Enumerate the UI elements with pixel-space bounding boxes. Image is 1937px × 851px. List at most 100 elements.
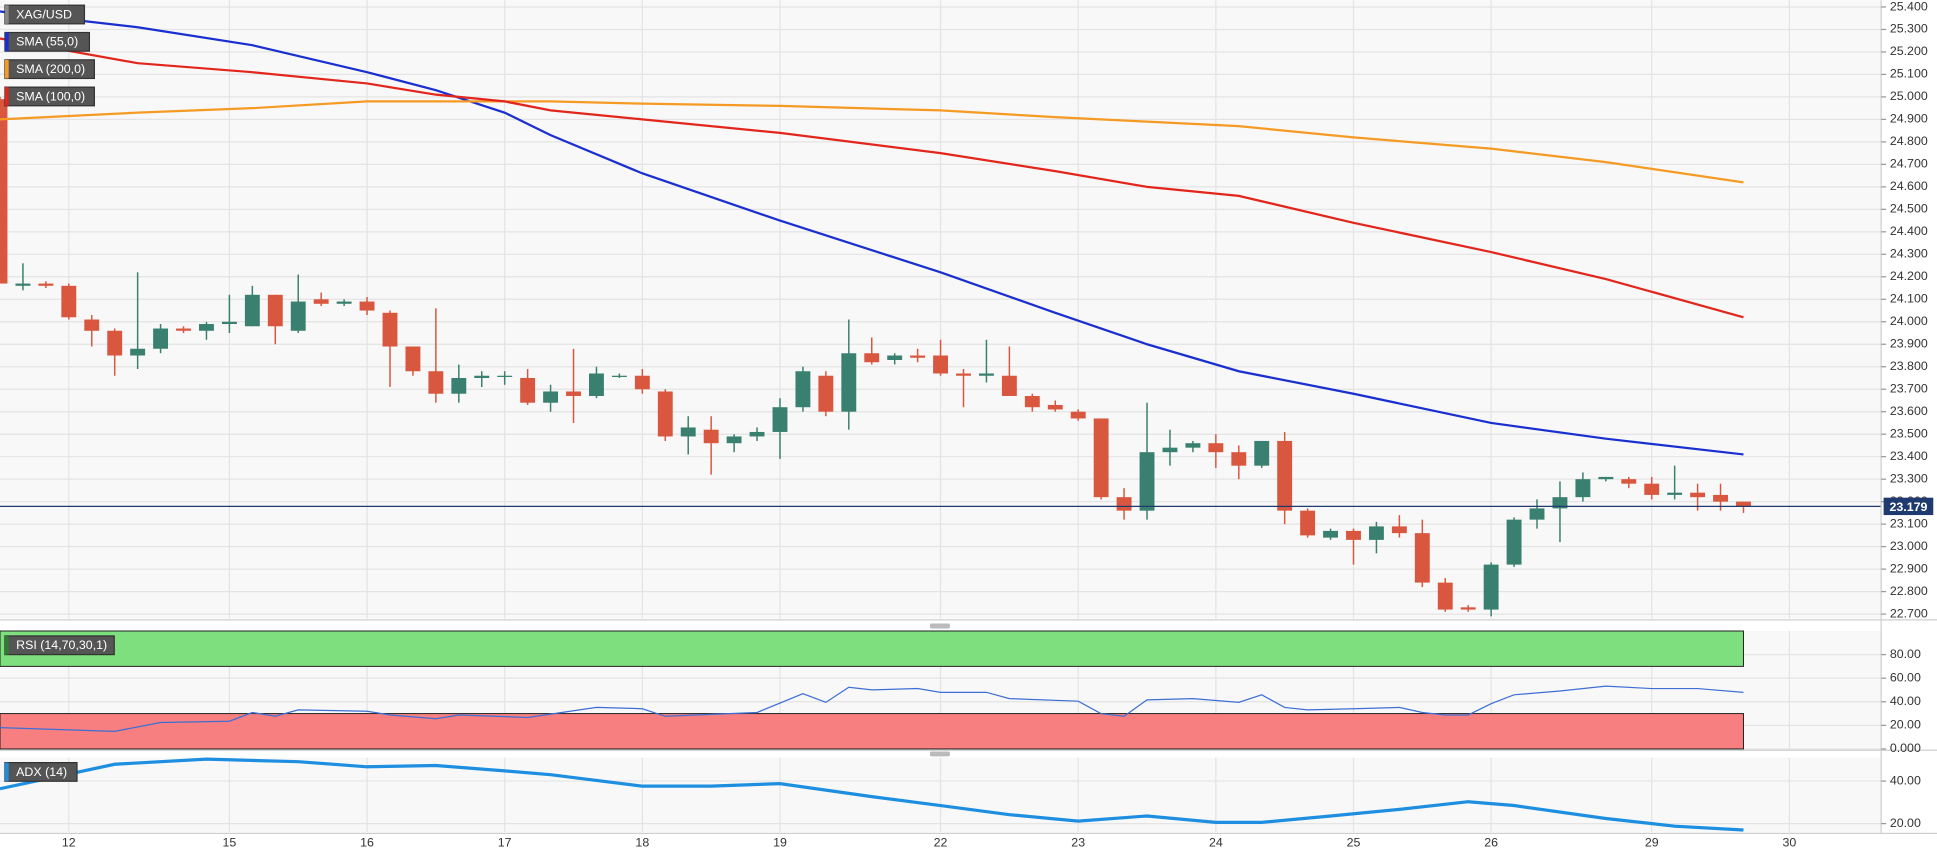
y-tick-label: 24.300 bbox=[1890, 247, 1928, 261]
indicator-line bbox=[0, 685, 1744, 733]
candle-body bbox=[887, 355, 903, 360]
y-tick-label: 0.000 bbox=[1890, 741, 1921, 755]
y-tick-label: 40.00 bbox=[1890, 694, 1921, 708]
candle-body bbox=[1644, 483, 1660, 495]
candle-body bbox=[589, 373, 604, 396]
x-tick-label: 23 bbox=[1071, 836, 1085, 850]
candle-body bbox=[543, 391, 559, 403]
candle-body bbox=[1414, 533, 1430, 583]
candle-body bbox=[1460, 607, 1476, 610]
candle-body bbox=[474, 375, 490, 378]
y-tick-label: 25.000 bbox=[1890, 89, 1928, 103]
y-tick-label: 25.400 bbox=[1890, 0, 1928, 13]
candle-body bbox=[1368, 526, 1384, 540]
last-price-box bbox=[1883, 497, 1934, 516]
y-tick-label: 23.600 bbox=[1890, 404, 1928, 418]
candle-body bbox=[841, 353, 857, 412]
candle-body bbox=[1047, 404, 1063, 410]
legend-swatch bbox=[4, 5, 9, 24]
legend-swatch bbox=[4, 87, 9, 106]
candle-body bbox=[1575, 479, 1591, 498]
y-tick-label: 24.700 bbox=[1890, 157, 1928, 171]
candle-body bbox=[38, 283, 54, 286]
candle-body bbox=[1690, 492, 1706, 498]
y-tick-label: 60.00 bbox=[1890, 670, 1921, 684]
candle-body bbox=[199, 324, 214, 331]
resize-handle[interactable] bbox=[930, 751, 950, 757]
x-tick-label: 15 bbox=[222, 836, 236, 850]
y-tick-label: 24.200 bbox=[1890, 269, 1928, 283]
candle-body bbox=[1162, 447, 1178, 453]
candle-body bbox=[497, 375, 513, 377]
candle-body bbox=[1116, 497, 1132, 511]
y-tick-label: 22.900 bbox=[1890, 561, 1928, 575]
legend-swatch bbox=[4, 762, 9, 782]
y-tick-label: 24.500 bbox=[1890, 202, 1928, 216]
candle-body bbox=[749, 431, 765, 437]
candle-body bbox=[1391, 526, 1407, 534]
candle-body bbox=[1346, 530, 1361, 540]
indicator-line bbox=[0, 757, 1744, 832]
candle-body bbox=[634, 375, 650, 390]
candle-body bbox=[84, 319, 100, 331]
candle-body bbox=[451, 377, 467, 394]
sma-line bbox=[0, 10, 1744, 456]
y-tick-label: 23.800 bbox=[1890, 359, 1928, 373]
candle-body bbox=[1552, 497, 1568, 509]
candle-body bbox=[290, 301, 306, 331]
candle-body bbox=[978, 373, 994, 376]
legend-label: ADX (14) bbox=[16, 765, 67, 779]
y-tick-label: 25.100 bbox=[1890, 67, 1928, 81]
rsi-band bbox=[0, 630, 1744, 667]
candle-body bbox=[107, 330, 123, 356]
x-tick-label: 18 bbox=[635, 836, 649, 850]
candle-body bbox=[359, 301, 375, 311]
candle-body bbox=[221, 321, 237, 325]
candle-body bbox=[0, 99, 8, 284]
legend-label: SMA (100,0) bbox=[16, 89, 85, 103]
candle-body bbox=[176, 328, 191, 331]
candle-body bbox=[1254, 440, 1270, 466]
candle-body bbox=[703, 429, 719, 444]
candle-body bbox=[1713, 494, 1728, 502]
candle-body bbox=[956, 373, 971, 376]
candle-body bbox=[1621, 479, 1637, 484]
candle-body bbox=[1277, 440, 1293, 511]
x-tick-label: 12 bbox=[62, 836, 76, 850]
candle-body bbox=[1024, 395, 1040, 408]
candle-body bbox=[1736, 501, 1751, 507]
x-tick-label: 19 bbox=[773, 836, 787, 850]
x-tick-label: 24 bbox=[1209, 836, 1223, 850]
x-tick-label: 29 bbox=[1645, 836, 1659, 850]
candle-body bbox=[15, 283, 31, 286]
y-tick-label: 23.100 bbox=[1890, 516, 1928, 530]
y-tick-label: 20.00 bbox=[1890, 718, 1921, 732]
legend-label: XAG/USD bbox=[16, 7, 72, 21]
y-tick-label: 24.000 bbox=[1890, 314, 1928, 328]
x-tick-label: 17 bbox=[498, 836, 512, 850]
candle-body bbox=[313, 299, 329, 304]
resize-handle[interactable] bbox=[930, 623, 950, 629]
x-tick-label: 16 bbox=[360, 836, 374, 850]
candle-body bbox=[1070, 411, 1086, 419]
y-tick-label: 23.000 bbox=[1890, 539, 1928, 553]
candle-body bbox=[405, 346, 421, 372]
candle-body bbox=[1231, 452, 1247, 466]
candle-body bbox=[244, 294, 260, 327]
y-tick-label: 20.00 bbox=[1890, 816, 1921, 830]
rsi-band bbox=[0, 713, 1744, 750]
candle-body bbox=[336, 301, 352, 304]
candle-body bbox=[795, 371, 811, 408]
overlay-layer: 25.400 25.300 25.200 25.100 25.000 24.900 24.8… bbox=[4, 0, 1934, 850]
candle-body bbox=[910, 355, 926, 358]
grid-layer bbox=[0, 0, 1882, 833]
legend-label: SMA (200,0) bbox=[16, 62, 85, 76]
y-tick-label: 22.800 bbox=[1890, 584, 1928, 598]
y-tick-label: 23.900 bbox=[1890, 337, 1928, 351]
candle-body bbox=[1483, 564, 1499, 610]
legend-label: SMA (55,0) bbox=[16, 35, 78, 49]
candle-body bbox=[267, 294, 283, 327]
candle-body bbox=[1506, 519, 1522, 565]
sma-line bbox=[0, 100, 1744, 184]
legend-label: RSI (14,70,30,1) bbox=[16, 638, 107, 652]
